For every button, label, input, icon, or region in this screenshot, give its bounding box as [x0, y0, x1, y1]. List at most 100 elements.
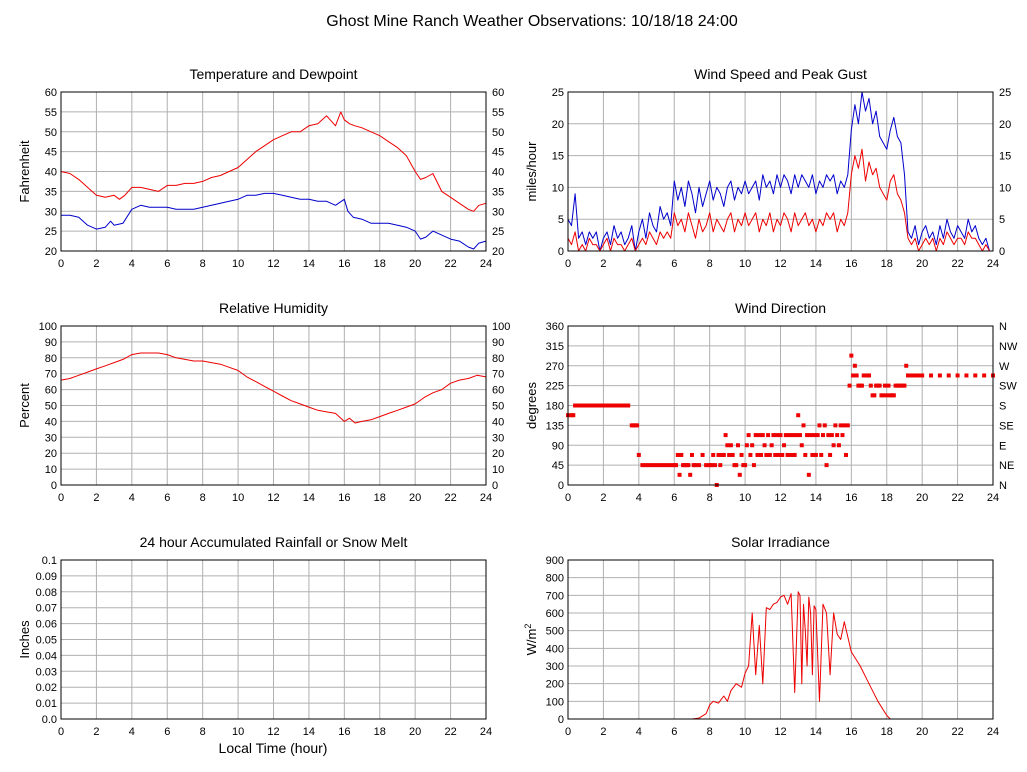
x-tick-label: 8	[200, 258, 206, 270]
wind-direction-point	[743, 463, 748, 468]
x-tick-label: 8	[707, 726, 713, 738]
y-tick-label: 0.01	[36, 698, 57, 710]
wind-direction-point	[822, 423, 827, 428]
x-tick-label: 10	[739, 726, 751, 738]
chart-title: Temperature and Dewpoint	[189, 66, 357, 82]
wind-direction-point	[750, 443, 755, 448]
wind-direction-point	[808, 433, 813, 438]
wind-direction-point	[867, 373, 872, 378]
wind-direction-point	[902, 383, 907, 388]
wind-direction-point	[571, 413, 576, 418]
y-axis-label: Inches	[17, 620, 32, 659]
wind-direction-point	[847, 383, 852, 388]
wind-direction-point	[973, 373, 978, 378]
x-tick-label: 16	[845, 492, 857, 504]
wind-direction-point	[806, 472, 811, 477]
wind-direction-point	[716, 452, 721, 457]
y-tick-label: 0.07	[36, 603, 57, 615]
x-tick-label: 12	[774, 492, 786, 504]
wind-direction-point	[884, 393, 889, 398]
y-tick-label: 30	[45, 206, 57, 218]
series-line-wind-0	[567, 91, 993, 252]
x-tick-label: 24	[480, 726, 492, 738]
wind-direction-point	[626, 403, 631, 408]
y-tick-label: 40	[45, 167, 57, 179]
wind-direction-point	[916, 373, 921, 378]
x-tick-label: 18	[374, 726, 386, 738]
right-tick-label: SW	[999, 381, 1017, 393]
right-tick-label: 50	[492, 401, 504, 413]
y-tick-label: 135	[546, 420, 564, 432]
wind-direction-point	[833, 423, 838, 428]
x-tick-label: 12	[267, 726, 279, 738]
wind-direction-point	[700, 452, 705, 457]
x-tick-label: 8	[200, 492, 206, 504]
x-tick-label: 14	[303, 726, 315, 738]
wind-direction-point	[812, 433, 817, 438]
y-tick-label: 0.02	[36, 682, 57, 694]
series-line-wind-1	[567, 148, 993, 252]
wind-direction-point	[658, 463, 663, 468]
wind-direction-point	[767, 452, 772, 457]
y-tick-label: 800	[546, 573, 564, 585]
wind-direction-point	[697, 463, 702, 468]
y-tick-label: 270	[546, 361, 564, 373]
wind-direction-point	[904, 363, 909, 368]
wind-direction-point	[829, 433, 834, 438]
right-tick-label: 0	[492, 480, 498, 492]
right-tick-label: 30	[492, 206, 504, 218]
wind-direction-point	[764, 452, 769, 457]
plot-frame	[60, 325, 487, 486]
x-tick-label: 20	[409, 726, 421, 738]
page-title: Ghost Mine Ranch Weather Observations: 1…	[326, 13, 738, 30]
wind-direction-point	[774, 433, 779, 438]
wind-direction-point	[587, 403, 592, 408]
wind-direction-point	[821, 433, 825, 438]
wind-direction-point	[913, 373, 918, 378]
wind-direction-point	[647, 463, 652, 468]
y-tick-label: 360	[546, 321, 564, 333]
wind-direction-point	[851, 373, 856, 378]
wind-direction-point	[835, 433, 840, 438]
x-tick-label: 16	[338, 258, 350, 270]
wind-direction-point	[693, 463, 698, 468]
wind-direction-point	[727, 452, 732, 457]
right-tick-label: 30	[492, 432, 504, 444]
wind-direction-point	[677, 472, 682, 477]
wind-direction-point	[826, 433, 831, 438]
wind-direction-point	[751, 463, 756, 468]
wind-direction-point	[792, 452, 797, 457]
wind-direction-point	[815, 433, 820, 438]
right-tick-label: 40	[492, 416, 504, 428]
y-tick-label: 0.08	[36, 587, 57, 599]
plot-frame	[567, 559, 994, 720]
chart-title: Wind Speed and Peak Gust	[694, 66, 867, 82]
wind-direction-point	[982, 373, 987, 378]
wind-direction-point	[604, 403, 609, 408]
plot-frame	[60, 559, 487, 720]
x-tick-label: 20	[409, 492, 421, 504]
wind-direction-point	[753, 433, 758, 438]
x-tick-label: 12	[774, 258, 786, 270]
x-tick-label: 6	[671, 258, 677, 270]
wind-direction-point	[723, 433, 728, 438]
series-line-rh-0	[60, 352, 487, 424]
y-tick-label: 10	[552, 182, 564, 194]
wind-direction-point	[906, 373, 910, 378]
x-tick-label: 12	[267, 258, 279, 270]
x-tick-label: 14	[810, 492, 822, 504]
right-tick-label: 60	[492, 385, 504, 397]
wind-direction-point	[712, 463, 717, 468]
charts-container: 0 2 4 6 8 10 12 14 16 18 20 22 242025303540455055602…	[17, 66, 1018, 738]
right-tick-label: 20	[492, 246, 504, 258]
y-tick-label: 60	[45, 87, 57, 99]
y-axis-label: degrees	[524, 382, 539, 429]
y-tick-label: 20	[45, 246, 57, 258]
wind-direction-point	[686, 463, 691, 468]
y-tick-label: 315	[546, 341, 564, 353]
x-tick-label: 0	[565, 726, 571, 738]
wind-direction-point	[854, 373, 859, 378]
wind-direction-point	[594, 403, 599, 408]
x-tick-label: 14	[810, 258, 822, 270]
x-tick-label: 24	[987, 726, 999, 738]
